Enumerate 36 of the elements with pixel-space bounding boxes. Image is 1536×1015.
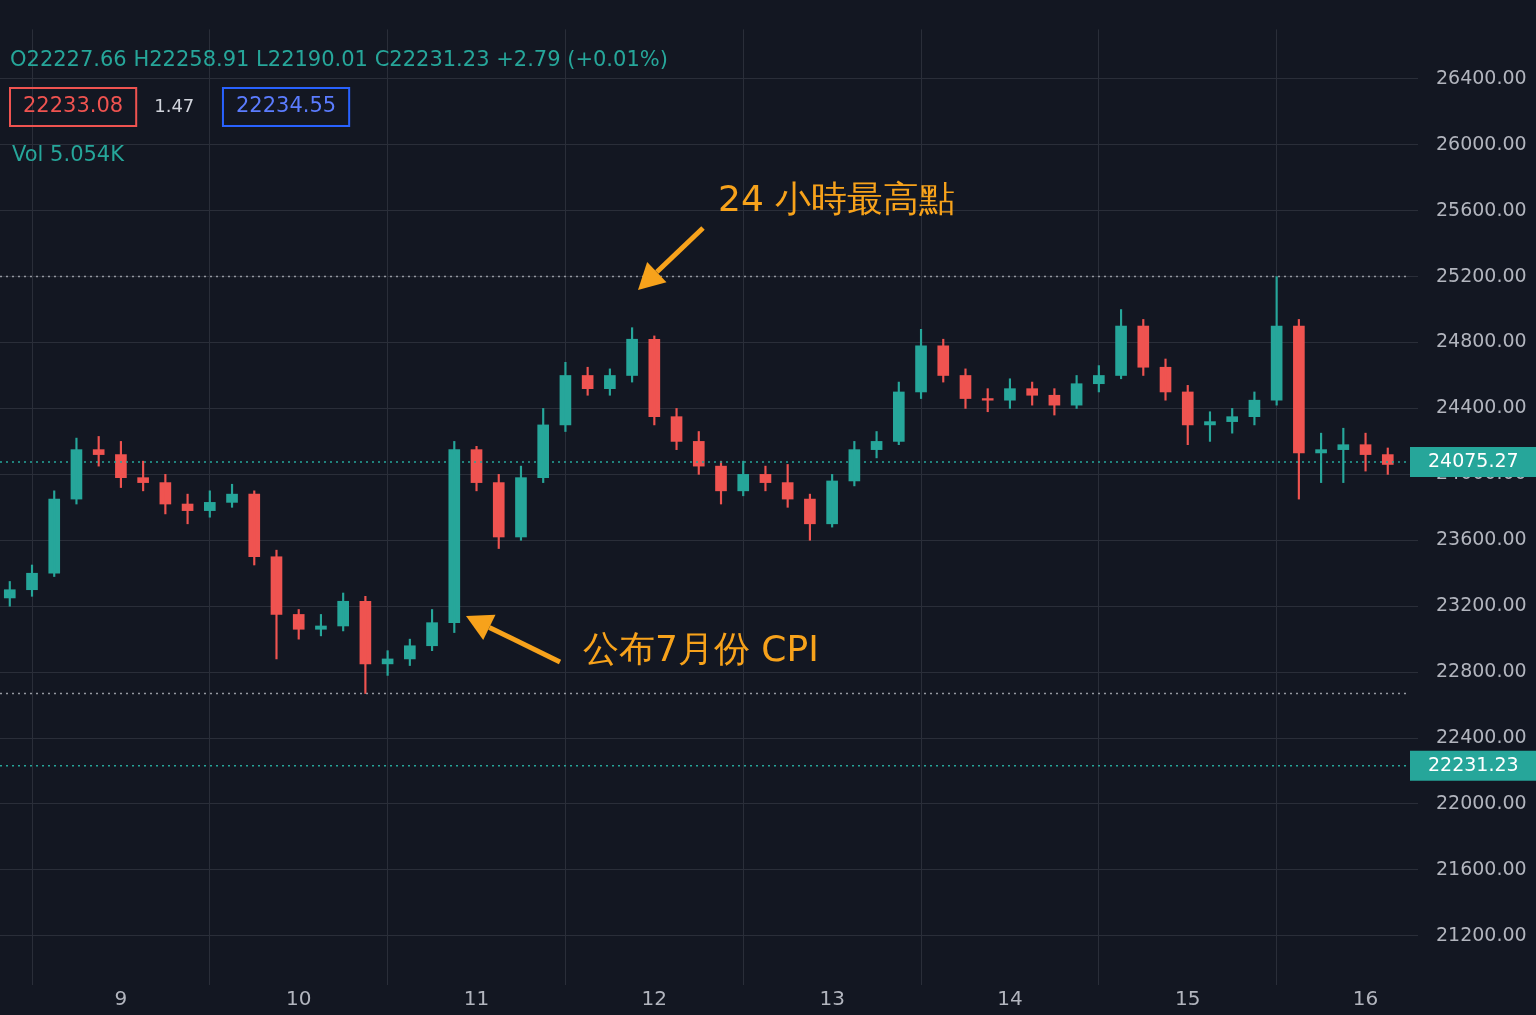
y-tick-label: 23600.00	[1436, 527, 1527, 550]
x-tick-label: 9	[114, 986, 128, 1011]
annotation: 22234.55	[235, 93, 337, 118]
candlestick	[981, 388, 994, 413]
annotation: 公布7月份 CPI	[583, 628, 819, 670]
candlestick	[92, 436, 105, 467]
y-tick-label: 22800.00	[1436, 659, 1527, 682]
x-tick-label: 14	[997, 986, 1023, 1011]
y-tick-label: 22400.00	[1436, 724, 1527, 747]
y-tick-label: 25200.00	[1436, 263, 1527, 286]
annotation: 22233.08	[23, 93, 124, 118]
candlestick	[137, 460, 149, 492]
candlestick	[1026, 381, 1038, 406]
y-tick-label: 25600.00	[1436, 197, 1527, 220]
ref-line-label: 22231.23	[1428, 752, 1519, 775]
x-tick-label: 11	[463, 986, 490, 1011]
x-tick-label: 16	[1352, 986, 1379, 1011]
x-tick-label: 13	[819, 986, 845, 1011]
y-tick-label: 26000.00	[1436, 131, 1527, 154]
annotation: 24 小時最高點	[718, 178, 956, 220]
y-tick-label: 23200.00	[1436, 593, 1527, 616]
y-tick-label: 22000.00	[1436, 790, 1527, 813]
annotation: 1.47	[154, 94, 195, 116]
annotation: Vol 5.054K	[12, 142, 126, 167]
x-tick-label: 12	[641, 986, 668, 1011]
y-tick-label: 26400.00	[1436, 65, 1527, 88]
x-tick-label: 15	[1175, 986, 1201, 1011]
y-tick-label: 24400.00	[1436, 395, 1527, 418]
y-tick-label: 21200.00	[1436, 922, 1527, 945]
y-tick-label: 21600.00	[1436, 856, 1527, 879]
candlestick	[1004, 378, 1016, 409]
annotation: O22227.66 H22258.91 L22190.01 C22231.23 +2.79 (+0.01%)	[10, 47, 668, 72]
ref-line-label: 24075.27	[1428, 448, 1519, 471]
y-tick-label: 24800.00	[1436, 329, 1527, 352]
candlestick	[1226, 408, 1239, 434]
x-tick-label: 10	[285, 986, 312, 1011]
